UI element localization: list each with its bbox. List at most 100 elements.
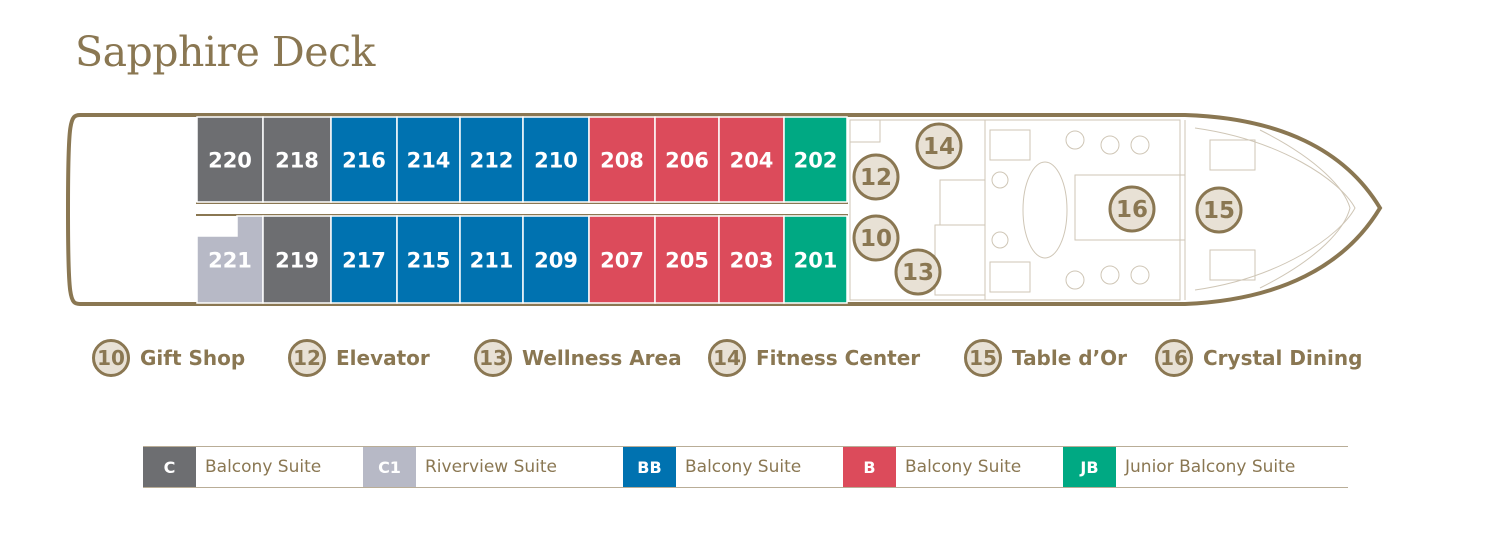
svg-text:10: 10 [860, 226, 892, 252]
cabin-209[interactable]: 209 [522, 215, 590, 304]
suite-category-legend: C Balcony Suite C1 Riverview Suite BB Ba… [143, 446, 1348, 488]
cabin-number: 221 [208, 249, 252, 273]
cabin-block [262, 215, 332, 304]
cabin-204[interactable]: 204 [718, 116, 785, 203]
amenity-number-badge: 12 [288, 339, 326, 377]
amenity-wellness-area: 13 Wellness Area [474, 336, 682, 380]
amenity-elevator: 12 Elevator [288, 336, 430, 380]
cabin-block [330, 116, 398, 203]
legend-code-c: C [143, 447, 196, 487]
cabin-number: 202 [794, 149, 838, 173]
cabin-block [396, 215, 461, 304]
legend-code-jb: JB [1063, 447, 1116, 487]
amenity-label: Gift Shop [140, 346, 246, 370]
cabin-number: 217 [342, 249, 386, 273]
cabin-219[interactable]: 219 [262, 215, 332, 304]
cabin-block [783, 215, 848, 304]
marker-13[interactable]: 13 [894, 248, 942, 296]
public-area-drawing [849, 119, 1356, 301]
cabin-block [718, 215, 785, 304]
cabin-number: 204 [730, 149, 774, 173]
deck-title: Sapphire Deck [75, 28, 375, 76]
cabin-211[interactable]: 211 [459, 215, 524, 304]
marker-16[interactable]: 16 [1108, 185, 1156, 233]
cabin-217[interactable]: 217 [330, 215, 398, 304]
cabin-number: 206 [665, 149, 709, 173]
svg-text:15: 15 [1203, 198, 1235, 224]
amenity-label: Wellness Area [522, 346, 682, 370]
cabin-block [459, 116, 524, 203]
cabin-number: 208 [600, 149, 644, 173]
cabin-number: 220 [208, 149, 252, 173]
cabin-212[interactable]: 212 [459, 116, 524, 203]
amenity-label: Table d’Or [1012, 346, 1128, 370]
amenity-number-badge: 15 [964, 339, 1002, 377]
marker-15[interactable]: 15 [1195, 186, 1243, 234]
cabin-number: 214 [407, 149, 451, 173]
cabin-215[interactable]: 215 [396, 215, 461, 304]
cabin-number: 219 [275, 249, 319, 273]
legend-code-c1: C1 [363, 447, 416, 487]
deck-plan-map: 220 218 216 214 212 210 208 206 204 202 221 219 217… [65, 113, 1383, 306]
legend-label-c1: Riverview Suite [425, 457, 558, 477]
svg-text:16: 16 [1116, 197, 1148, 223]
cabin-208[interactable]: 208 [588, 116, 656, 203]
cabin-row-bottom: 221 219 217 215 211 209 207 205 203 201 [196, 215, 848, 304]
svg-text:12: 12 [860, 165, 892, 191]
cabin-block [459, 215, 524, 304]
cabin-207[interactable]: 207 [588, 215, 656, 304]
cabin-201[interactable]: 201 [783, 215, 848, 304]
amenity-table-dor: 15 Table d’Or [964, 336, 1127, 380]
cabin-number: 201 [794, 249, 838, 273]
cabin-206[interactable]: 206 [654, 116, 720, 203]
cabin-203[interactable]: 203 [718, 215, 785, 304]
cabin-202[interactable]: 202 [783, 116, 848, 203]
cabin-block [654, 215, 720, 304]
marker-10[interactable]: 10 [852, 214, 900, 262]
cabin-block [522, 116, 590, 203]
amenity-label: Fitness Center [756, 346, 921, 370]
cabin-block [654, 116, 720, 203]
cabin-220[interactable]: 220 [196, 116, 264, 203]
legend-label-b: Balcony Suite [905, 457, 1022, 477]
cabin-221[interactable]: 221 [196, 215, 264, 304]
marker-12[interactable]: 12 [852, 153, 900, 201]
cabin-number: 210 [534, 149, 578, 173]
cabin-number: 212 [470, 149, 514, 173]
svg-text:13: 13 [902, 260, 934, 286]
amenity-number-badge: 10 [92, 339, 130, 377]
cabin-218[interactable]: 218 [262, 116, 332, 203]
amenity-fitness-center: 14 Fitness Center [708, 336, 920, 380]
svg-text:14: 14 [923, 134, 955, 160]
cabin-214[interactable]: 214 [396, 116, 461, 203]
legend-label-bb: Balcony Suite [685, 457, 802, 477]
cabin-205[interactable]: 205 [654, 215, 720, 304]
amenity-crystal-dining: 16 Crystal Dining [1155, 336, 1362, 380]
amenity-label: Crystal Dining [1203, 346, 1363, 370]
cabin-block [783, 116, 848, 203]
legend-label-jb: Junior Balcony Suite [1125, 457, 1296, 477]
cabin-210[interactable]: 210 [522, 116, 590, 203]
legend-code-b: B [843, 447, 896, 487]
cabin-block [718, 116, 785, 203]
cabin-number: 209 [534, 249, 578, 273]
marker-14[interactable]: 14 [915, 122, 963, 170]
legend-code-bb: BB [623, 447, 676, 487]
cabin-number: 218 [275, 149, 319, 173]
cabin-number: 203 [730, 249, 774, 273]
cabin-number: 205 [665, 249, 709, 273]
amenity-number-badge: 13 [474, 339, 512, 377]
cabin-block [588, 116, 656, 203]
cabin-block [262, 116, 332, 203]
cabin-number: 211 [470, 249, 514, 273]
amenity-number-badge: 14 [708, 339, 746, 377]
cabin-block [330, 215, 398, 304]
cabin-block [588, 215, 656, 304]
cabin-block [522, 215, 590, 304]
cabin-block [196, 116, 264, 203]
cabin-number: 215 [407, 249, 451, 273]
cabin-216[interactable]: 216 [330, 116, 398, 203]
amenity-number-badge: 16 [1155, 339, 1193, 377]
amenity-label: Elevator [336, 346, 430, 370]
cabin-number: 207 [600, 249, 644, 273]
